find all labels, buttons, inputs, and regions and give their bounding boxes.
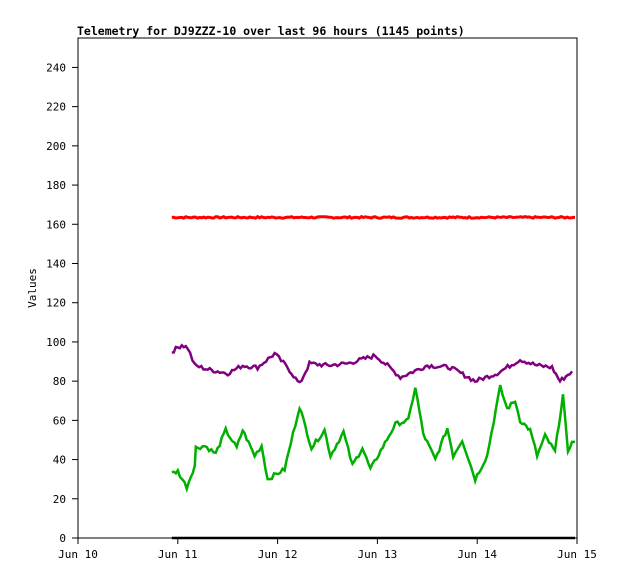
y-tick-label: 160	[46, 218, 66, 231]
x-tick-label: Jun 10	[58, 548, 98, 561]
series-line-purple	[171, 343, 574, 384]
series-line-green	[171, 384, 576, 494]
y-tick-label: 0	[59, 532, 66, 545]
series-line-red	[171, 214, 576, 220]
y-axis-label: Values	[26, 268, 39, 308]
y-tick-label: 40	[53, 454, 66, 467]
y-tick-label: 60	[53, 414, 66, 427]
y-tick-label: 100	[46, 336, 66, 349]
y-tick-label: 200	[46, 140, 66, 153]
y-tick-label: 240	[46, 61, 66, 74]
x-tick-label: Jun 12	[258, 548, 298, 561]
x-tick-label: Jun 14	[457, 548, 497, 561]
plot-frame	[77, 37, 578, 539]
x-tick-label: Jun 13	[358, 548, 398, 561]
x-tick-label: Jun 15	[557, 548, 597, 561]
y-tick-label: 220	[46, 101, 66, 114]
y-tick-label: 120	[46, 297, 66, 310]
x-tick-label: Jun 11	[158, 548, 198, 561]
chart-title: Telemetry for DJ9ZZZ-10 over last 96 hou…	[77, 24, 465, 38]
y-tick-label: 20	[53, 493, 66, 506]
y-tick-label: 180	[46, 179, 66, 192]
y-tick-label: 80	[53, 375, 66, 388]
y-tick-label: 140	[46, 257, 66, 270]
